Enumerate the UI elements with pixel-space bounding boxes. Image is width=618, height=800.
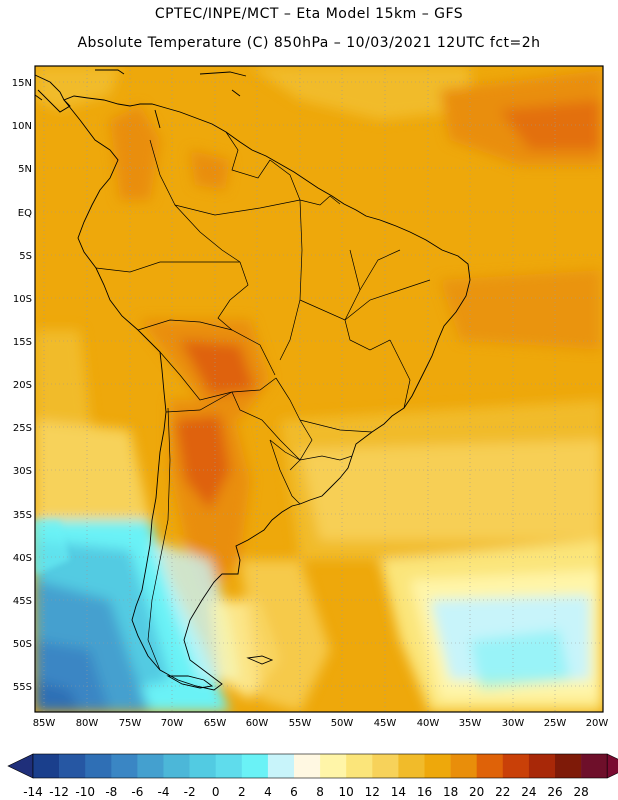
colorbar-swatch (398, 754, 425, 778)
colorbar-swatch (33, 754, 60, 778)
colorbar-tick-label: 28 (573, 785, 588, 799)
colorbar-swatch (241, 754, 269, 778)
colorbar-swatch (215, 754, 243, 778)
colorbar-tick-label: 8 (316, 785, 324, 799)
colorbar-min-arrow (7, 753, 34, 779)
colorbar-swatch (476, 754, 504, 778)
latitude-labels: 15N 10N 5N EQ 5S 10S 15S 20S 25S 30S 35S 40S 45S 50S 5… (12, 78, 32, 693)
colorbar-tick-label: -12 (49, 785, 69, 799)
tierra-del-fuego (166, 675, 214, 689)
lon-label: 45W (374, 718, 397, 729)
colorbar: -14 -12 -10 -8 -6 -4 -2 0 2 4 6 8 10 12 14 16 18 20 22 24 26… (7, 753, 618, 799)
south-america-coast (63, 95, 471, 691)
lat-label: 25S (13, 423, 32, 434)
colorbar-tick-label: -6 (131, 785, 143, 799)
lat-label: 10N (12, 121, 32, 132)
lat-label: 20S (13, 380, 32, 391)
colorbar-tick-label: 14 (391, 785, 406, 799)
lat-label: 30S (13, 466, 32, 477)
map-title: CPTEC/INPE/MCT – Eta Model 15km – GFS (154, 6, 464, 22)
lat-label: 50S (13, 639, 32, 650)
lat-label: 45S (13, 596, 32, 607)
colorbar-swatch (502, 754, 530, 778)
colorbar-tick-label: -2 (184, 785, 196, 799)
colorbar-swatch (111, 754, 138, 778)
colorbar-swatch (424, 754, 451, 778)
colorbar-frame (32, 753, 608, 779)
lat-label: 55S (13, 682, 32, 693)
colorbar-swatch (85, 754, 112, 778)
colorbar-swatch (581, 754, 608, 778)
colorbar-tick-label: 22 (495, 785, 510, 799)
colorbar-swatch (320, 754, 347, 778)
colorbar-swatch (555, 754, 582, 778)
colorbar-tick-label: 16 (417, 785, 432, 799)
lat-label: 5N (18, 164, 32, 175)
colorbar-tick-label: 4 (264, 785, 272, 799)
caribbean-islands (95, 69, 247, 129)
longitude-labels: 85W 80W 75W 70W 65W 60W 55W 50W 45W 40W 35W 30W 25W 2… (33, 718, 609, 729)
lat-label: 35S (13, 510, 32, 521)
colorbar-tick-label: -8 (105, 785, 117, 799)
colorbar-swatch (450, 754, 477, 778)
lon-label: 20W (586, 718, 609, 729)
lat-label: 15N (12, 78, 32, 89)
colorbar-tick-label: 2 (238, 785, 246, 799)
lat-label: 5S (19, 251, 32, 262)
lon-label: 80W (76, 718, 99, 729)
colorbar-tick-label: 0 (212, 785, 220, 799)
lon-label: 40W (417, 718, 440, 729)
colorbar-tick-label: 26 (547, 785, 562, 799)
colorbar-tick-label: -10 (75, 785, 95, 799)
colorbar-swatch (346, 754, 373, 778)
colorbar-tick-label: 24 (521, 785, 536, 799)
colorbar-tick-label: -14 (23, 785, 43, 799)
falkland-islands (246, 655, 274, 665)
colorbar-swatch (267, 754, 295, 778)
lon-label: 85W (33, 718, 56, 729)
colorbar-swatch (294, 754, 321, 778)
lon-label: 25W (544, 718, 567, 729)
lon-label: 50W (331, 718, 354, 729)
colorbar-tick-label: 20 (469, 785, 484, 799)
colorbar-max-arrow (606, 753, 618, 779)
lon-label: 65W (204, 718, 227, 729)
central-america-coast (35, 74, 71, 113)
lat-label: 15S (13, 337, 32, 348)
lon-label: 55W (289, 718, 312, 729)
colorbar-swatch (189, 754, 216, 778)
colorbar-tick-label: 6 (290, 785, 298, 799)
lat-label: 40S (13, 553, 32, 564)
temperature-field (35, 66, 603, 712)
lat-label: 10S (13, 294, 32, 305)
country-borders (95, 131, 431, 671)
lon-label: 35W (459, 718, 482, 729)
map-frame (34, 65, 604, 713)
map-subtitle: Absolute Temperature (C) 850hPa – 10/03/… (77, 35, 541, 51)
colorbar-swatch (372, 754, 399, 778)
colorbar-swatch (163, 754, 190, 778)
colorbar-tick-label: 10 (339, 785, 354, 799)
graticule (35, 66, 603, 712)
colorbar-swatch (59, 754, 86, 778)
lon-label: 30W (502, 718, 525, 729)
colorbar-swatch (137, 754, 164, 778)
colorbar-tick-label: -4 (158, 785, 170, 799)
lat-label: EQ (18, 208, 32, 219)
colorbar-swatch (528, 754, 556, 778)
colorbar-tick-label: 18 (443, 785, 458, 799)
lon-label: 60W (246, 718, 269, 729)
lon-label: 70W (161, 718, 184, 729)
coastline (35, 69, 471, 691)
lon-label: 75W (119, 718, 142, 729)
colorbar-tick-label: 12 (365, 785, 380, 799)
